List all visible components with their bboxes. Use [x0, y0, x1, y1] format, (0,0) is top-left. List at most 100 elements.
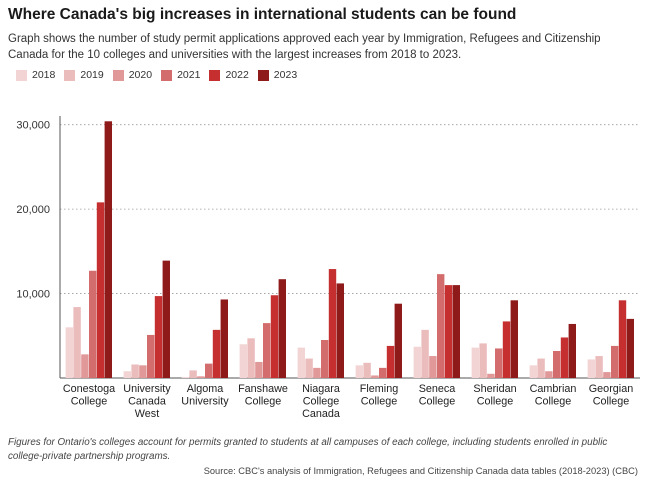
- y-tick-label: 20,000: [16, 204, 50, 216]
- bar: [611, 345, 619, 378]
- x-tick-label: Niagara College Canada: [302, 383, 340, 420]
- bar: [626, 318, 634, 378]
- x-tick-label-line: College: [303, 396, 340, 408]
- legend-swatch: [209, 69, 221, 81]
- bar: [205, 363, 213, 378]
- legend-item-2023: 2023: [257, 69, 298, 81]
- bar: [96, 202, 105, 378]
- bar: [263, 323, 271, 378]
- legend-swatch: [112, 69, 124, 81]
- bar-group: [123, 260, 170, 378]
- legend-item-2021: 2021: [161, 69, 200, 81]
- legend: 2018 2019 2020 2021 2022 2023: [16, 69, 297, 81]
- bar: [553, 350, 561, 378]
- bar: [321, 340, 329, 378]
- source-credit: Source: CBC's analysis of Immigration, R…: [203, 466, 638, 476]
- bar: [147, 334, 155, 378]
- x-tick-label: Sheridan College: [473, 383, 516, 408]
- x-tick-label-line: College: [71, 396, 108, 408]
- legend-label: 2021: [177, 69, 201, 81]
- bar: [394, 303, 402, 378]
- chart-subtitle: Graph shows the number of study permit a…: [8, 33, 601, 61]
- legend-label: 2020: [128, 69, 153, 81]
- x-tick-label-line: College: [535, 396, 572, 408]
- legend-swatch: [257, 69, 269, 81]
- bar: [247, 338, 255, 378]
- x-tick-label-line: College: [593, 396, 630, 408]
- x-tick-label-line: College: [361, 396, 398, 408]
- bar: [104, 121, 112, 379]
- legend-item-2018: 2018: [16, 69, 55, 81]
- x-tick-label: Cambrian College: [530, 383, 577, 408]
- bar: [239, 344, 247, 378]
- legend-item-2019: 2019: [64, 69, 104, 81]
- bar: [413, 346, 421, 378]
- x-tick-label: University Canada West: [123, 383, 171, 420]
- bar: [89, 270, 97, 378]
- x-tick-label-line: Fanshawe: [238, 383, 288, 395]
- x-tick-label-line: Seneca: [419, 383, 456, 395]
- x-tick-label-line: Conestoga: [63, 383, 115, 395]
- bar: [371, 375, 379, 378]
- x-tick-label-line: Canada: [128, 396, 166, 408]
- bar-group: [471, 300, 518, 378]
- x-tick-label-line: Sheridan: [473, 383, 516, 395]
- y-tick-label: 30,000: [16, 120, 50, 132]
- bar: [81, 354, 89, 378]
- x-tick-label: Algoma University: [181, 383, 229, 408]
- bar: [421, 329, 429, 378]
- bar: [131, 364, 139, 378]
- y-tick-label: 10,000: [16, 289, 50, 301]
- legend-swatch: [64, 69, 76, 81]
- x-tick-label-line: College: [245, 396, 282, 408]
- bar: [65, 327, 73, 378]
- bar-group: [297, 269, 344, 378]
- legend-item-2020: 2020: [112, 69, 153, 81]
- bar: [595, 356, 603, 378]
- bar: [197, 376, 205, 378]
- x-tick-label-line: Cambrian: [530, 383, 577, 395]
- x-tick-label-line: Fleming: [360, 383, 398, 395]
- legend-swatch: [16, 69, 27, 81]
- bar: [212, 329, 221, 378]
- x-tick-label: Conestoga College: [63, 383, 115, 408]
- bar: [386, 345, 395, 378]
- bar: [471, 347, 479, 378]
- bar: [545, 371, 553, 378]
- bar: [495, 348, 503, 378]
- bar: [437, 274, 445, 378]
- bar: [336, 283, 344, 378]
- bar: [189, 370, 197, 378]
- bar: [479, 343, 487, 378]
- x-tick-label-line: Canada: [302, 408, 340, 420]
- legend-item-2022: 2022: [209, 69, 249, 81]
- x-tick-label-line: Algoma: [187, 383, 224, 395]
- bar-group: [181, 299, 228, 378]
- x-tick-label: Seneca College: [419, 383, 456, 408]
- bar: [502, 321, 511, 378]
- bar: [568, 323, 576, 378]
- bar: [297, 347, 305, 378]
- bar-group: [355, 303, 402, 378]
- bar: [73, 307, 81, 378]
- bar: [139, 365, 147, 378]
- x-tick-label-line: College: [477, 396, 514, 408]
- x-tick-label-line: Niagara: [302, 383, 340, 395]
- x-tick-label-line: University: [123, 383, 171, 395]
- bar: [328, 269, 337, 378]
- bar: [444, 285, 453, 378]
- x-tick-label: Fleming College: [360, 383, 398, 408]
- legend-label: 2023: [273, 69, 298, 81]
- bar: [181, 377, 189, 378]
- bar: [305, 358, 313, 378]
- bar: [429, 356, 437, 378]
- bar: [487, 373, 495, 378]
- bar: [270, 295, 279, 378]
- bar: [123, 371, 131, 378]
- x-tick-label: Fanshawe College: [238, 383, 288, 408]
- bar: [154, 296, 163, 378]
- bar-group: [413, 274, 460, 378]
- bar: [537, 358, 545, 378]
- footnote: Figures for Ontario's colleges account f…: [8, 437, 608, 462]
